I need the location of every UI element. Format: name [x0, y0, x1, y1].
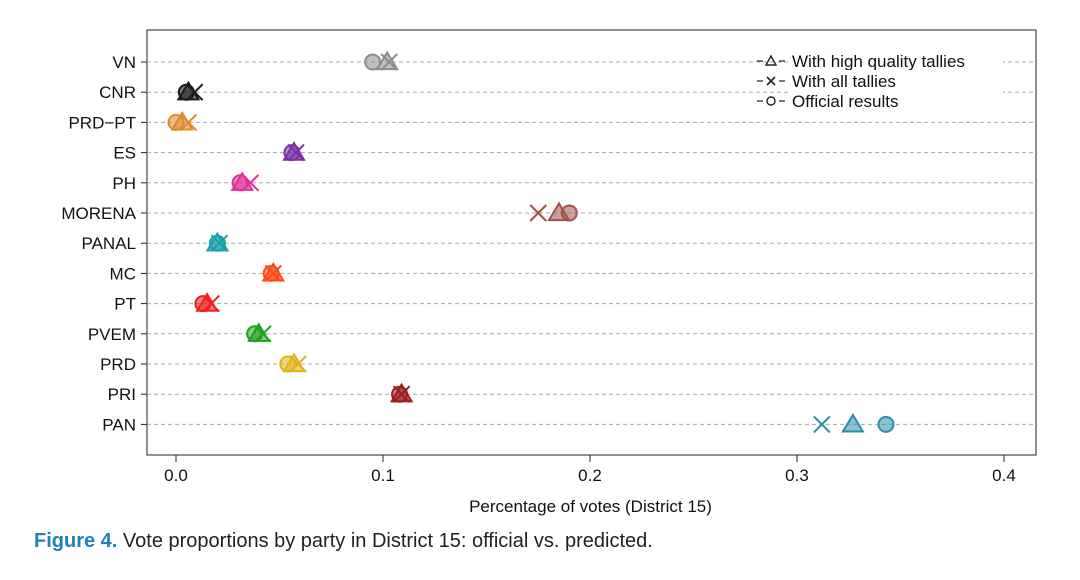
y-tick-label: PRI — [108, 385, 136, 404]
dot-chart: VN CNR PRD−PT ES PH MORENA PANAL MC PT PVEM PRD PRI… — [61, 29, 1037, 516]
x-tick-label: 0.2 — [578, 466, 602, 485]
figure-caption-text: Vote proportions by party in District 15… — [117, 530, 653, 552]
point-circle-0 — [364, 53, 382, 71]
legend-circle-icon — [766, 96, 776, 106]
point-x-8 — [202, 294, 220, 313]
legend-text-bg — [791, 50, 1003, 70]
x-tick-label: 0.0 — [164, 466, 188, 485]
legend-text-bg — [791, 90, 1003, 110]
legend-label: With all tallies — [792, 72, 896, 91]
x-axis-title: Percentage of votes (District 15) — [469, 497, 712, 516]
y-tick-label: PVEM — [88, 325, 136, 344]
plot-frame — [146, 29, 1037, 456]
point-x-11 — [392, 385, 411, 403]
legend-label: Official results — [792, 92, 898, 111]
y-tick-label: ES — [113, 144, 136, 163]
y-tick-label: PRD — [100, 355, 136, 374]
point-x-5 — [529, 204, 547, 222]
point-x-6 — [210, 234, 229, 252]
point-x-1 — [185, 83, 204, 101]
point-x-9 — [254, 325, 272, 343]
x-tick-label: 0.1 — [371, 466, 395, 485]
y-tick-label: PT — [114, 295, 136, 314]
point-x-10 — [289, 355, 307, 373]
legend-label: With high quality tallies — [792, 52, 965, 71]
y-tick-label: PRD−PT — [68, 113, 136, 132]
point-x-0 — [380, 53, 398, 71]
figure-caption: Figure 4. Vote proportions by party in D… — [34, 530, 653, 553]
x-tick-label: 0.4 — [992, 466, 1016, 485]
point-x-12 — [813, 415, 831, 434]
x-tick-label: 0.3 — [785, 466, 809, 485]
figure-caption-label: Figure 4. — [34, 530, 118, 552]
point-circle-12 — [877, 415, 895, 433]
point-triangle-5 — [547, 201, 571, 222]
legend-x-icon — [766, 76, 776, 86]
legend-triangle-icon — [764, 54, 778, 66]
y-tick-label: VN — [112, 53, 136, 72]
point-x-3 — [287, 143, 305, 162]
point-x-2 — [179, 113, 198, 132]
y-tick-label: MORENA — [61, 204, 136, 223]
y-tick-label: PAN — [102, 415, 136, 434]
y-tick-label: PH — [112, 174, 136, 193]
y-tick-label: MC — [110, 264, 136, 283]
point-x-7 — [264, 264, 282, 283]
point-x-4 — [241, 174, 260, 192]
point-triangle-12 — [841, 412, 865, 433]
y-tick-label: CNR — [99, 83, 136, 102]
legend-text-bg — [791, 70, 1003, 90]
y-tick-label: PANAL — [82, 234, 137, 253]
